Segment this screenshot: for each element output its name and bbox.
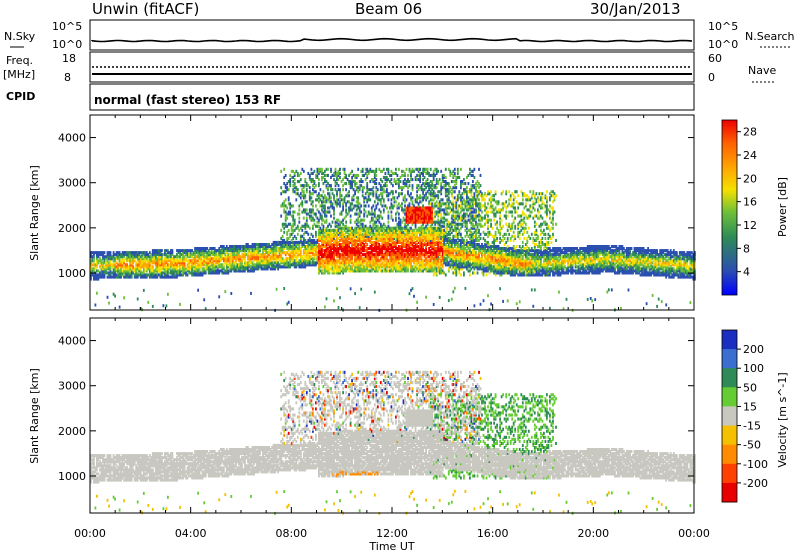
x-tick-label: 00:00	[678, 527, 710, 540]
beam-title: Beam 06	[355, 0, 423, 18]
cpid-panel: CPID normal (fast stereo) 153 RF	[6, 83, 695, 111]
x-tick-label: 20:00	[577, 527, 609, 540]
power-colorbar-tick: 12	[743, 219, 757, 232]
power-colorbar: 4 8 12 16 20 24 28 Power [dB]	[721, 119, 789, 296]
cpid-value: normal (fast stereo) 153 RF	[94, 93, 281, 107]
y-tick-label: 3000	[58, 380, 86, 393]
velocity-colorbar-tick: 200	[743, 343, 764, 356]
power-colorbar-tick: 24	[743, 149, 757, 162]
velocity-y-axis: 1000 2000 3000 4000	[58, 318, 695, 513]
y-tick-label: 2000	[58, 425, 86, 438]
velocity-colorbar-tick: -50	[743, 439, 761, 452]
y-tick-label: 1000	[58, 267, 86, 280]
nsky-panel: N.Sky 10^5 10^0 10^5 10^0 N.Search	[4, 19, 795, 51]
velocity-colorbar-segment	[722, 482, 737, 503]
power-colorbar-tick: 20	[743, 172, 757, 185]
y-tick-label: 2000	[58, 222, 86, 235]
velocity-colorbar-segment	[722, 406, 737, 426]
y-tick-label: 4000	[58, 132, 86, 145]
freq-label: Freq.	[6, 54, 33, 67]
x-tick-label: 12:00	[376, 527, 408, 540]
velocity-colorbar-label: Velocity [m s^-1]	[776, 372, 789, 467]
time-axis-label: Time UT	[368, 540, 414, 553]
velocity-colorbar-tick: 50	[743, 381, 757, 394]
velocity-colorbar: 200 100 50 15 -15 -50 -100 -200 Velocity [m s^-…	[721, 329, 789, 503]
velocity-colorbar-segment	[722, 463, 737, 484]
nave-tick-top: 60	[708, 52, 722, 65]
date-title: 30/Jan/2013	[590, 0, 681, 18]
x-tick-label: 04:00	[175, 527, 207, 540]
cpid-label: CPID	[6, 90, 35, 103]
freq-unit: [MHz]	[3, 68, 35, 81]
nave-tick-bottom: 0	[708, 71, 715, 84]
power-colorbar-tick: 4	[743, 266, 750, 279]
x-tick-label: 08:00	[275, 527, 307, 540]
nsky-tick-bottom: 10^0	[52, 38, 82, 51]
velocity-colorbar-tick: 15	[743, 400, 757, 413]
power-y-axis: 1000 2000 3000 4000	[58, 115, 695, 310]
power-colorbar-tick: 16	[743, 196, 757, 209]
power-panel: 1000 2000 3000 4000 Slant Range [km]	[28, 114, 696, 312]
nsky-tick-top: 10^5	[52, 20, 82, 33]
velocity-panel: 1000 2000 3000 4000 Slant Range [km]	[28, 317, 696, 515]
power-colorbar-tick: 8	[743, 242, 750, 255]
velocity-colorbar-tick: 100	[743, 362, 764, 375]
nsearch-tick-bottom: 10^0	[708, 38, 738, 51]
power-colorbar-label: Power [dB]	[776, 177, 789, 237]
nsky-label: N.Sky	[4, 30, 36, 43]
y-tick-label: 4000	[58, 335, 86, 348]
power-heatmap	[90, 167, 696, 312]
velocity-colorbar-segment	[722, 330, 737, 350]
y-tick-label: 1000	[58, 470, 86, 483]
y-tick-label: 3000	[58, 177, 86, 190]
velocity-colorbar-segment	[722, 444, 737, 465]
velocity-colorbar-segment	[722, 349, 737, 369]
power-ylabel: Slant Range [km]	[28, 165, 41, 261]
power-colorbar-tick: 28	[743, 126, 757, 139]
freq-tick-bottom: 8	[64, 71, 71, 84]
velocity-colorbar-segment	[722, 387, 737, 407]
freq-tick-top: 18	[62, 52, 76, 65]
station-title: Unwin (fitACF)	[92, 0, 200, 18]
velocity-colorbar-tick: -100	[743, 458, 768, 471]
x-tick-label: 16:00	[477, 527, 509, 540]
nsearch-label: N.Search	[745, 30, 795, 43]
velocity-colorbar-tick: -200	[743, 477, 768, 490]
velocity-colorbar-tick: -15	[743, 420, 761, 433]
nsearch-tick-top: 10^5	[708, 20, 738, 33]
velocity-colorbar-segment	[722, 425, 737, 446]
freq-panel: Freq. [MHz] 18 8 60 0 Nave	[3, 51, 776, 84]
velocity-heatmap	[90, 370, 696, 515]
velocity-colorbar-segment	[722, 368, 737, 388]
x-tick-label: 00:00	[74, 527, 106, 540]
nave-label: Nave	[748, 64, 776, 77]
time-axis: 00:00 04:00 08:00 12:00 16:00 20:00 00:00	[74, 527, 710, 540]
velocity-ylabel: Slant Range [km]	[28, 368, 41, 464]
